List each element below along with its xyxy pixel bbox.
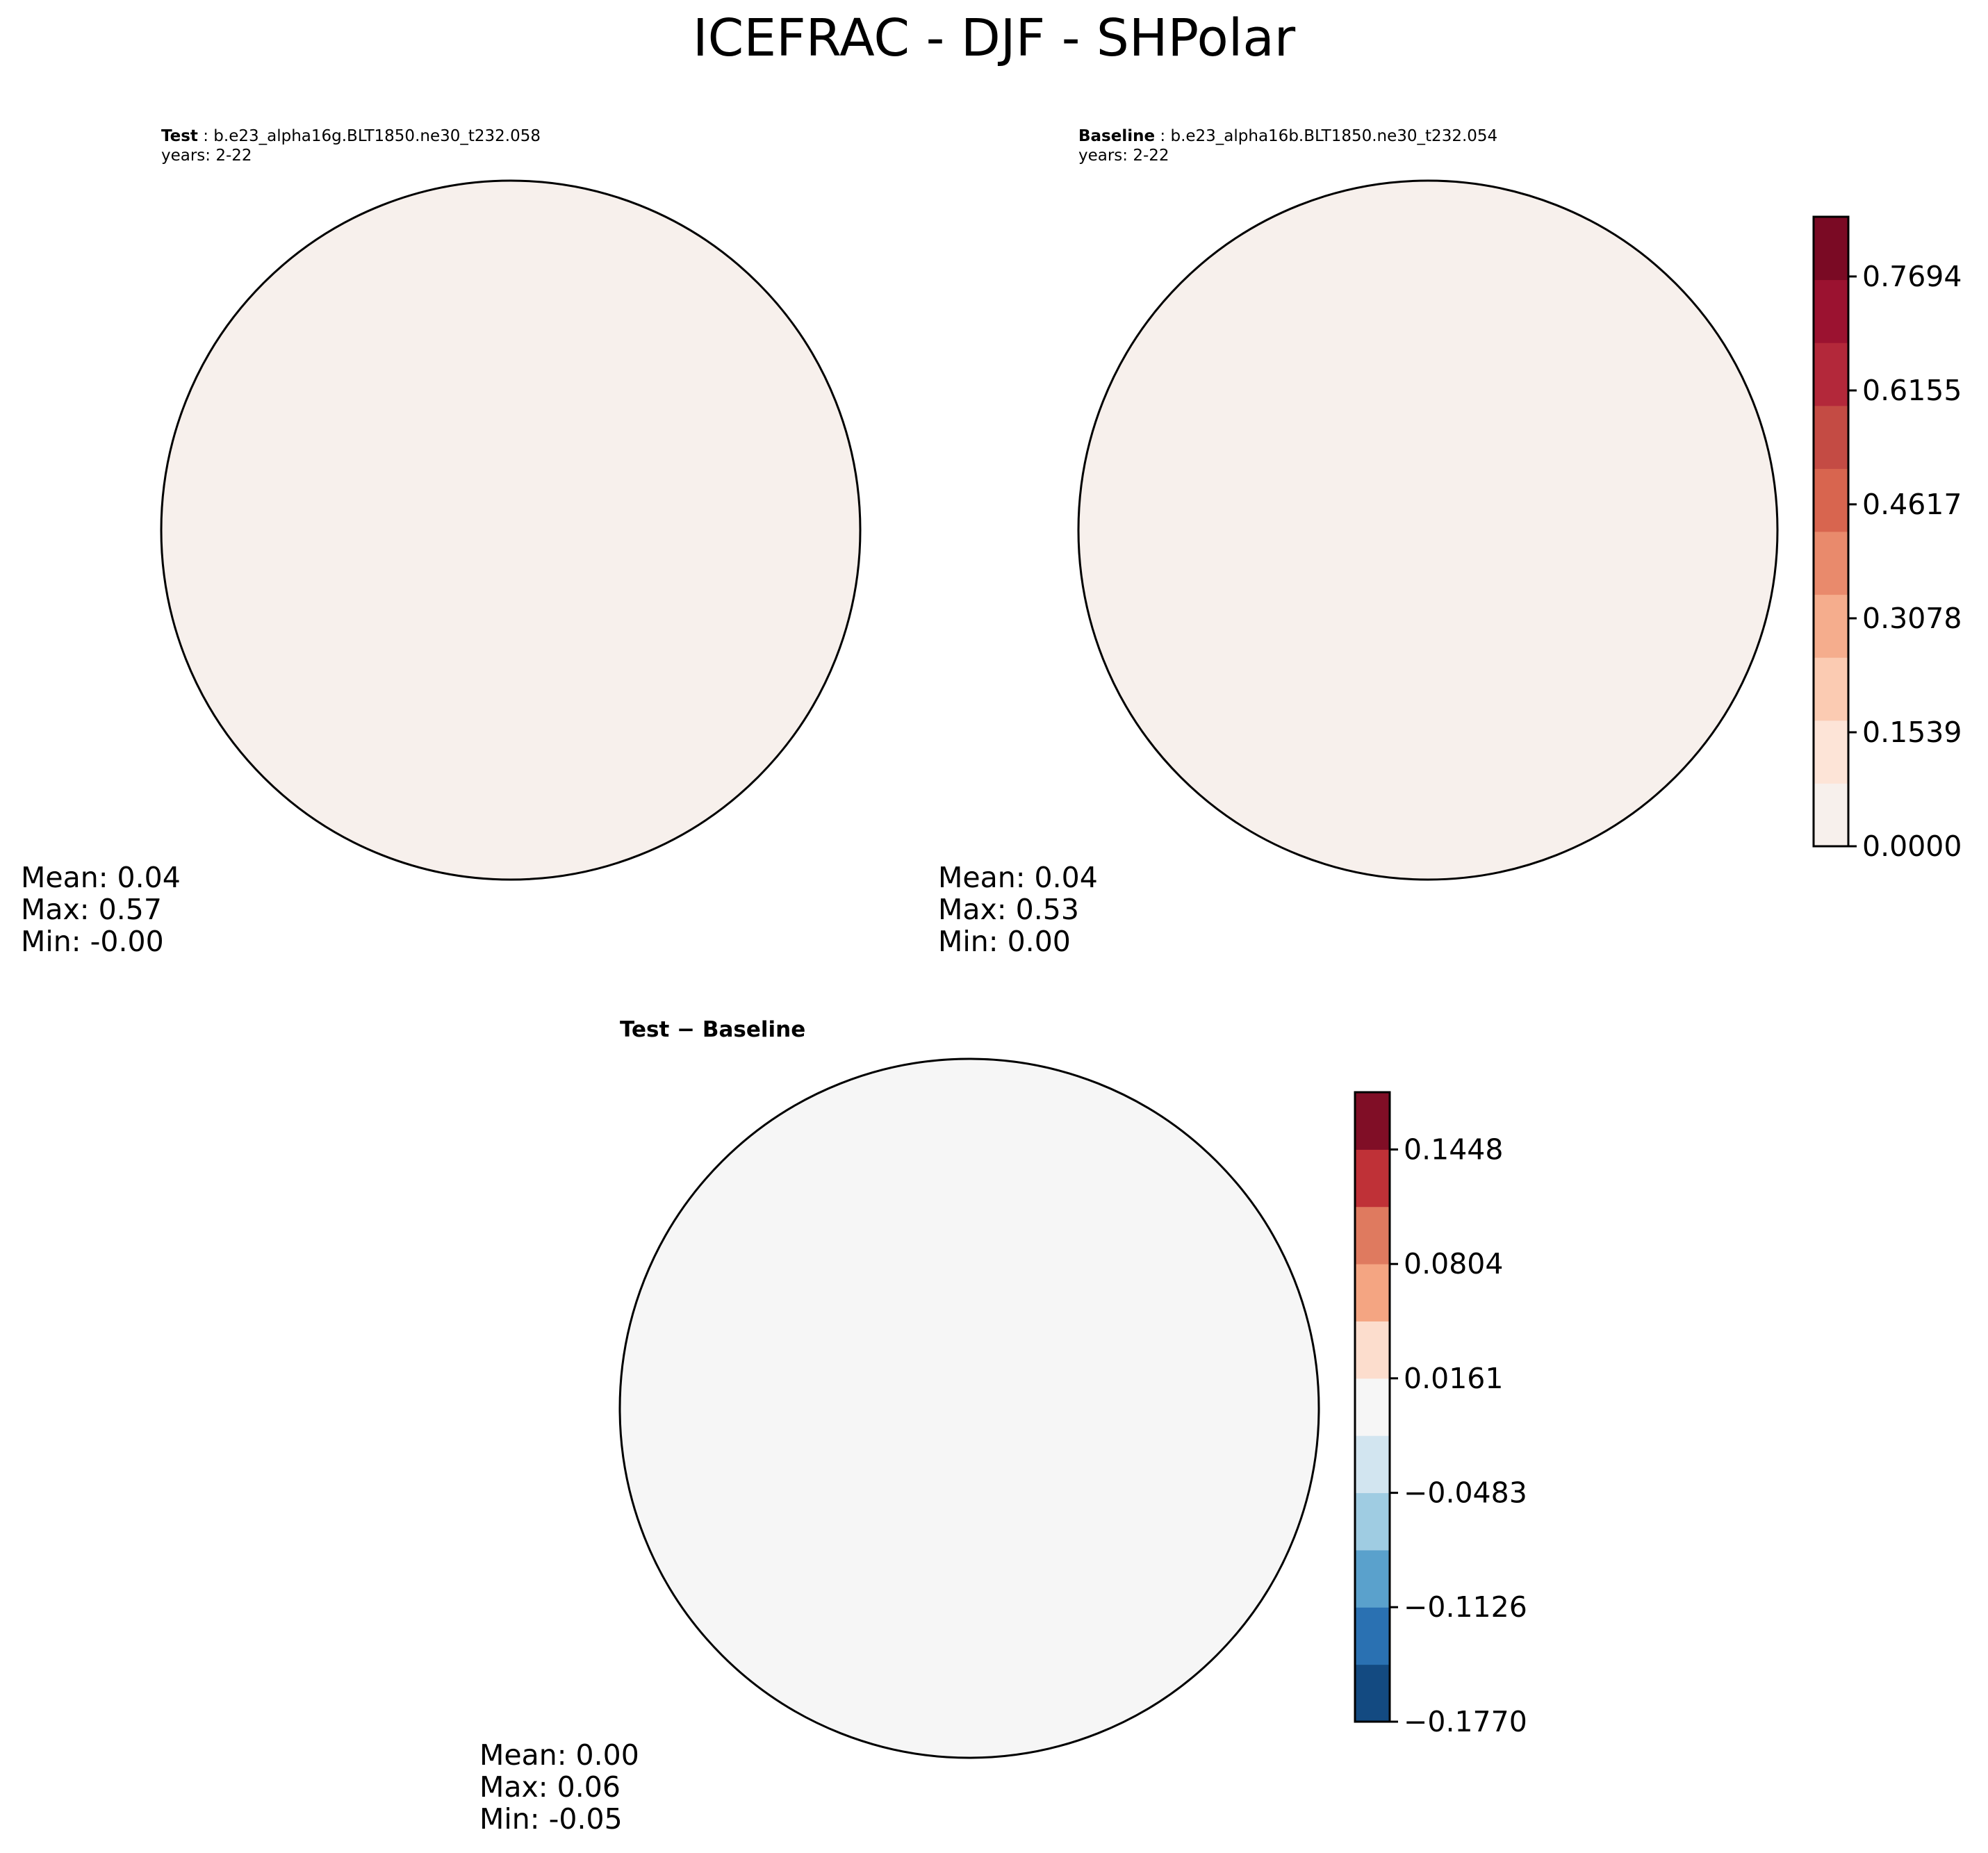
colorbar-main-segment [1814,279,1848,343]
colorbar-diff-segment [1355,1435,1390,1494]
diff-min: Min: -0.05 [479,1802,623,1836]
colorbar-diff-segment [1355,1149,1390,1208]
baseline-subtitle: Baseline : b.e23_alpha16b.BLT1850.ne30_t… [1078,127,1498,165]
test-subtitle: Test : b.e23_alpha16g.BLT1850.ne30_t232.… [161,127,541,165]
colorbar-diff-segment [1355,1664,1390,1722]
baseline-stats: Mean: 0.04 Max: 0.53 Min: 0.00 [938,862,1098,957]
colorbar-diff-tick-label: −0.0483 [1404,1476,1527,1510]
diff-map [618,1057,1320,1759]
colorbar-diff: −0.1770 −0.1126 −0.0483 0.0161 0.0804 0.1448 [1354,1091,1527,1738]
baseline-map-background [1078,181,1777,880]
baseline-map-boundary [1077,179,1779,881]
colorbar-main-tick-label: 0.7694 [1862,260,1962,293]
test-mean: Mean: 0.04 [21,861,181,894]
colorbar-diff-segment [1355,1092,1390,1150]
colorbar-main-segment [1814,783,1848,847]
colorbar-main-tick-label: 0.4617 [1862,488,1962,521]
test-min: Min: -0.00 [21,925,164,958]
colorbar-diff-segment [1355,1492,1390,1551]
diff-map-boundary [618,1057,1320,1759]
colorbar-diff-segment [1355,1321,1390,1379]
colorbar-main-segment [1814,594,1848,658]
colorbar-diff-tick-label: 0.1448 [1404,1133,1503,1166]
test-map [160,179,862,881]
colorbar-main-segment [1814,343,1848,406]
baseline-map [1077,179,1779,881]
colorbar-diff-segment [1355,1378,1390,1436]
colorbar-main-frame [1812,215,1850,848]
colorbar-diff-tick-label: 0.0161 [1404,1362,1503,1395]
test-map-boundary [160,179,862,881]
colorbar-diff-tick-label: −0.1126 [1404,1590,1527,1624]
diff-subtitle: Test − Baseline [620,1017,806,1042]
diff-max: Max: 0.06 [479,1770,621,1804]
colorbar-main-tick-label: 0.3078 [1862,602,1962,635]
colorbar-main-tick-label: 0.6155 [1862,374,1962,407]
figure-title: ICEFRAC - DJF - SHPolar [692,8,1296,68]
colorbar-main: 0.0000 0.1539 0.3078 0.4617 0.6155 0.7694 [1812,215,1962,863]
colorbar-diff-segment [1355,1264,1390,1321]
diff-map-background [620,1059,1319,1758]
baseline-min: Min: 0.00 [938,925,1071,958]
colorbar-main-segment [1814,532,1848,595]
colorbar-main-segment [1814,720,1848,784]
test-label: Test [161,127,198,145]
colorbar-main-tick-label: 0.1539 [1862,716,1962,749]
colorbar-main-segment [1814,657,1848,721]
colorbar-diff-frame [1354,1091,1391,1723]
colorbar-diff-tick-label: 0.0804 [1404,1247,1503,1280]
baseline-years: years: 2-22 [1078,147,1169,165]
diff-mean: Mean: 0.00 [479,1738,639,1772]
colorbar-diff-segment [1355,1549,1390,1608]
baseline-mean: Mean: 0.04 [938,861,1098,894]
colorbar-diff-tick-label: −0.1770 [1404,1705,1527,1738]
colorbar-main-segment [1814,405,1848,469]
test-years: years: 2-22 [161,147,252,165]
test-stats: Mean: 0.04 Max: 0.57 Min: -0.00 [21,862,181,957]
test-map-background [161,181,860,880]
colorbar-main-segment [1814,468,1848,532]
colorbar-diff-segment [1355,1607,1390,1665]
test-max: Max: 0.57 [21,893,162,926]
test-case-name: b.e23_alpha16g.BLT1850.ne30_t232.058 [213,127,541,145]
baseline-max: Max: 0.53 [938,893,1079,926]
colorbar-main-segment [1814,217,1848,281]
diff-stats: Mean: 0.00 Max: 0.06 Min: -0.05 [479,1739,639,1835]
baseline-case-name: b.e23_alpha16b.BLT1850.ne30_t232.054 [1170,127,1498,145]
colorbar-diff-segment [1355,1206,1390,1265]
baseline-label: Baseline [1078,127,1156,145]
colorbar-main-tick-label: 0.0000 [1862,830,1962,863]
